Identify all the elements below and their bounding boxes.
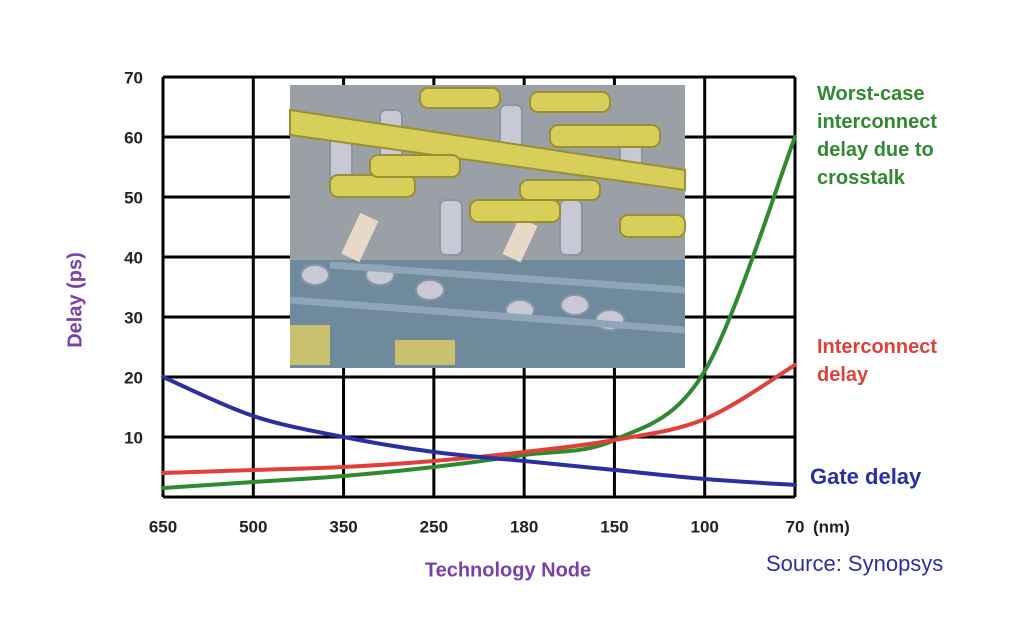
x-tick-label: 350 <box>329 517 357 536</box>
x-tick-label: 70 <box>786 517 805 536</box>
x-tick-label: 500 <box>239 517 267 536</box>
inset-photo <box>289 85 686 368</box>
y-axis-label: Delay (ps) <box>64 252 86 348</box>
x-tick-label: 100 <box>691 517 719 536</box>
x-tick-label: 180 <box>510 517 538 536</box>
y-tick-label: 60 <box>124 128 143 147</box>
x-axis-label: Technology Node <box>425 559 591 581</box>
y-tick-label: 40 <box>124 248 143 267</box>
source: Source: Synopsys <box>766 551 944 576</box>
x-tick-label: 650 <box>149 517 177 536</box>
x-tick-label: 250 <box>420 517 448 536</box>
series-label: Gate delay <box>810 464 922 489</box>
y-tick-label: 70 <box>124 68 143 87</box>
y-tick-label: 20 <box>124 368 143 387</box>
x-tick-label: 150 <box>600 517 628 536</box>
y-tick-label: 10 <box>124 428 143 447</box>
y-tick-label: 30 <box>124 308 143 327</box>
y-tick-label: 50 <box>124 188 143 207</box>
series-label: Worst-case interconnect delay due to cro… <box>817 83 938 189</box>
series-label: Interconnect delay <box>817 336 938 386</box>
x-unit: (nm) <box>813 517 850 536</box>
series-line <box>161 375 797 487</box>
series-line <box>161 135 797 490</box>
